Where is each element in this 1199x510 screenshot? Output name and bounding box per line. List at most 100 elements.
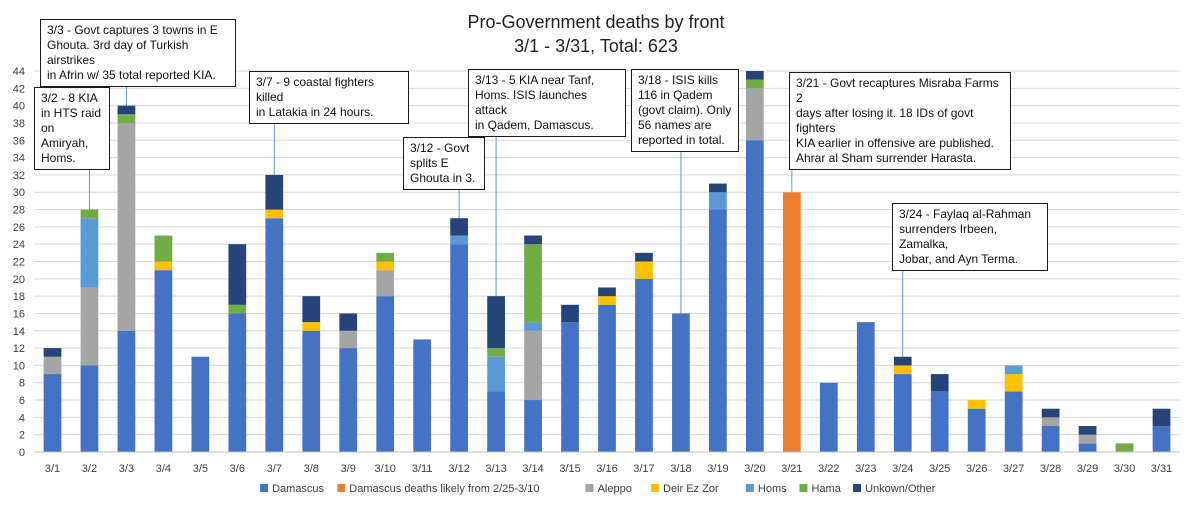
x-tick-label: 3/7 bbox=[267, 463, 282, 475]
x-tick-label: 3/17 bbox=[633, 463, 654, 475]
bar-segment bbox=[930, 374, 949, 392]
bar-segment bbox=[524, 400, 542, 452]
bar-segment bbox=[819, 382, 838, 452]
bar-segment bbox=[524, 330, 542, 401]
bar-segment bbox=[450, 235, 469, 245]
x-tick-label: 3/19 bbox=[707, 463, 728, 475]
bar-segment bbox=[228, 304, 247, 314]
y-tick-label: 34 bbox=[13, 153, 25, 165]
bar-segment bbox=[376, 270, 395, 297]
bar-segment bbox=[1041, 417, 1060, 427]
y-tick-label: 2 bbox=[19, 430, 25, 442]
y-tick-label: 12 bbox=[13, 343, 25, 355]
bar-segment bbox=[745, 79, 764, 89]
annotation-box: 3/13 - 5 KIA near Tanf, Homs. ISIS launc… bbox=[468, 69, 626, 137]
y-tick-label: 20 bbox=[13, 274, 25, 286]
bar-segment bbox=[487, 356, 505, 392]
bar-segment bbox=[80, 287, 99, 366]
bar-segment bbox=[487, 391, 505, 452]
bar-segment bbox=[376, 252, 395, 262]
bar-segment bbox=[709, 183, 727, 193]
bar-segment bbox=[265, 218, 284, 452]
bar-segment bbox=[561, 304, 579, 323]
y-tick-label: 6 bbox=[19, 395, 25, 407]
legend-swatch bbox=[853, 484, 862, 492]
x-tick-label: 3/1 bbox=[45, 463, 60, 475]
x-tick-label: 3/3 bbox=[119, 463, 134, 475]
bar-segment bbox=[893, 356, 912, 366]
y-tick-label: 36 bbox=[13, 135, 25, 147]
bar-segment bbox=[967, 400, 986, 409]
y-tick-label: 18 bbox=[13, 291, 25, 303]
bar-segment bbox=[154, 235, 173, 262]
bar-segment bbox=[302, 296, 321, 323]
x-tick-label: 3/9 bbox=[341, 463, 356, 475]
bar-segment bbox=[117, 114, 136, 123]
legend-label: Unkown/Other bbox=[865, 483, 936, 495]
y-tick-label: 8 bbox=[19, 378, 25, 390]
x-tick-label: 3/11 bbox=[412, 463, 433, 475]
legend-label: Aleppo bbox=[598, 483, 632, 495]
annotation-box: 3/3 - Govt captures 3 towns in E Ghouta.… bbox=[40, 19, 236, 87]
bar-segment bbox=[561, 322, 579, 452]
bar-segment bbox=[413, 339, 432, 452]
x-tick-label: 3/6 bbox=[230, 463, 245, 475]
bar-segment bbox=[228, 313, 247, 452]
bar-segment bbox=[302, 330, 321, 452]
x-tick-label: 3/25 bbox=[929, 463, 950, 475]
y-tick-label: 0 bbox=[19, 447, 25, 459]
x-tick-label: 3/31 bbox=[1151, 463, 1172, 475]
bar-segment bbox=[302, 322, 321, 331]
legend-label: Damascus bbox=[272, 483, 324, 495]
bar-segment bbox=[893, 365, 912, 375]
bar-segment bbox=[265, 209, 284, 219]
y-tick-label: 10 bbox=[13, 360, 25, 372]
bar-segment bbox=[1078, 443, 1097, 452]
annotation-box: 3/18 - ISIS kills 116 in Qadem (govt cla… bbox=[631, 69, 739, 152]
y-tick-label: 28 bbox=[13, 205, 25, 217]
annotation-box: 3/21 - Govt recaptures Misraba Farms 2 d… bbox=[789, 72, 1011, 170]
bar-segment bbox=[672, 313, 690, 452]
annotation-box: 3/2 - 8 KIA in HTS raid on Amiryah, Homs… bbox=[34, 87, 110, 170]
axes: 0246810121416182022242628303234363840424… bbox=[13, 66, 1180, 475]
y-tick-label: 4 bbox=[19, 412, 25, 424]
annotation-leaders bbox=[88, 87, 904, 357]
bar-segment bbox=[228, 244, 247, 305]
x-tick-label: 3/21 bbox=[781, 463, 802, 475]
bars bbox=[43, 71, 1171, 453]
bar-segment bbox=[450, 218, 469, 236]
x-tick-label: 3/13 bbox=[485, 463, 506, 475]
legend-label: Homs bbox=[758, 483, 787, 495]
legend-swatch bbox=[745, 484, 754, 492]
y-tick-label: 22 bbox=[13, 257, 25, 269]
bar-segment bbox=[524, 322, 542, 331]
annotation-box: 3/12 - Govt splits E Ghouta in 3. bbox=[403, 137, 485, 190]
x-tick-label: 3/5 bbox=[193, 463, 208, 475]
y-tick-label: 24 bbox=[13, 239, 25, 251]
legend-swatch bbox=[337, 484, 346, 492]
bar-segment bbox=[1078, 426, 1097, 435]
bar-segment bbox=[598, 304, 616, 452]
y-tick-label: 30 bbox=[13, 187, 25, 199]
bar-segment bbox=[1152, 408, 1171, 427]
bar-segment bbox=[1004, 391, 1023, 452]
y-tick-label: 42 bbox=[13, 83, 25, 95]
bar-segment bbox=[154, 270, 173, 452]
legend-swatch bbox=[799, 484, 808, 492]
y-tick-label: 26 bbox=[13, 222, 25, 234]
bar-segment bbox=[635, 278, 653, 452]
bar-segment bbox=[80, 209, 99, 219]
bar-segment bbox=[635, 252, 653, 262]
bar-segment bbox=[598, 287, 616, 297]
y-tick-label: 44 bbox=[13, 66, 25, 78]
chart-title: Pro-Government deaths by front bbox=[467, 12, 724, 32]
bar-segment bbox=[43, 374, 62, 452]
bar-segment bbox=[745, 71, 764, 80]
bar-segment bbox=[191, 356, 210, 452]
bar-segment bbox=[376, 261, 395, 271]
x-tick-label: 3/8 bbox=[304, 463, 319, 475]
legend-label: Damascus deaths likely from 2/25-3/10 bbox=[349, 483, 539, 495]
bar-segment bbox=[339, 330, 358, 349]
legend-label: Deir Ez Zor bbox=[663, 483, 719, 495]
y-tick-label: 14 bbox=[13, 326, 25, 338]
